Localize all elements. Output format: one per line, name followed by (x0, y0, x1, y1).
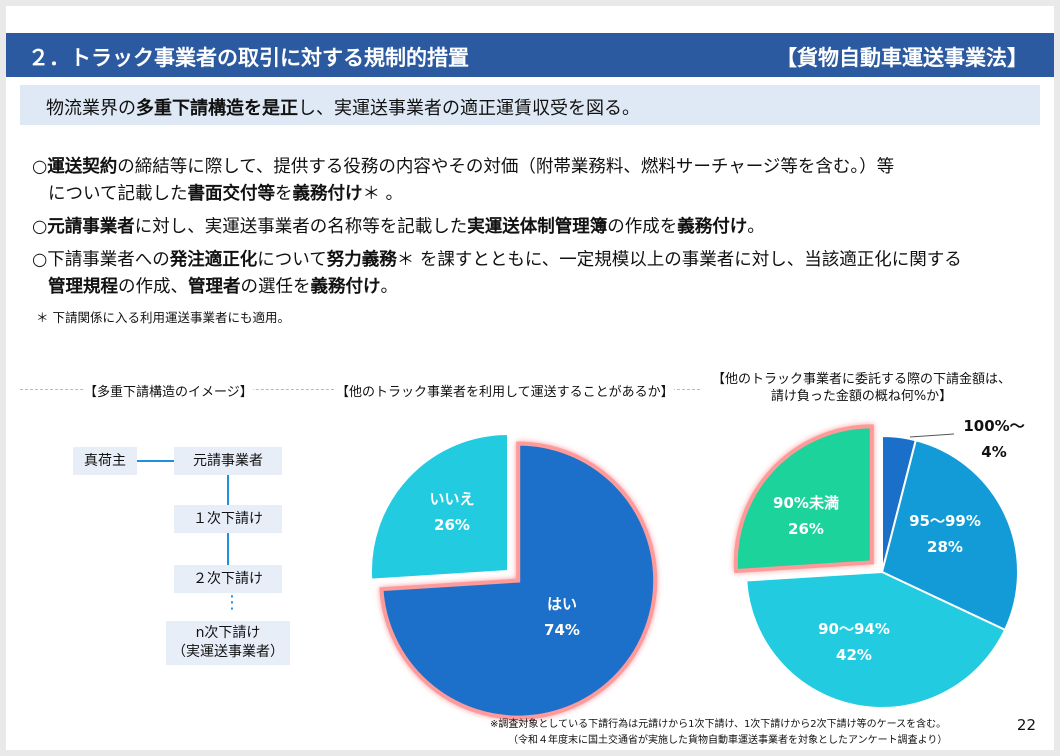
page-title: ２．トラック事業者の取引に対する規制的措置 (28, 46, 469, 70)
pie-slice-value: 26% (788, 520, 824, 538)
summary-post: し、実運送事業者の適正運賃収受を図る。 (298, 98, 640, 119)
pie-chart-usage: はい 74% いいえ 26% (370, 432, 658, 720)
pie-slice (379, 441, 658, 720)
pie-slice-label: 90～94% (818, 620, 890, 638)
bullet-order: ○下請事業者への発注適正化について努力義務＊ を課すとともに、一定規模以上の事業… (32, 247, 1042, 301)
bullet-bold: 管理者 (188, 277, 241, 297)
pie2-title: 【他のトラック事業者に委託する際の下請金額は、 請け負った金額の概ね何%か】 (712, 371, 1012, 405)
pie-slice (733, 424, 874, 574)
sub2-box: ２次下請け (174, 565, 282, 593)
bullet-bold: 義務付け (677, 217, 748, 237)
structure-label: 【多重下請構造のイメージ】 (84, 381, 253, 400)
subn-line1: n次下請け (195, 625, 261, 641)
subn-line2: （実運送事業者） (172, 644, 284, 660)
bullet-contract: ○運送契約の締結等に際して、提供する役務の内容やその対価（附帯業務料、燃料サーチ… (32, 154, 1042, 208)
bullet-prime: ○元請事業者に対し、実運送事業者の名称等を記載した実運送体制管理簿の作成を義務付… (32, 214, 1042, 241)
bullet-bold: 管理規程 (48, 277, 118, 297)
pie-slice-label: いいえ (429, 490, 474, 508)
bullet-bold: 実運送体制管理簿 (467, 217, 608, 237)
title-bar: ２．トラック事業者の取引に対する規制的措置 【貨物自動車運送事業法】 (6, 33, 1054, 77)
connector-line (137, 460, 174, 462)
bullet-text: ○ (32, 217, 48, 237)
bullet-text: に対し、実運送事業者の名称等を記載した (134, 217, 468, 237)
bullet-text: ○ (32, 157, 48, 177)
pie-slice (745, 570, 1007, 709)
pie-slice (880, 439, 1019, 632)
connector-line (227, 475, 229, 505)
pie-slice-label: 95～99% (909, 512, 981, 530)
bullet-text: の選任を (240, 277, 311, 297)
bullet-text: 。 (380, 277, 399, 297)
bullet-text: ＊ 。 (362, 184, 404, 204)
bullet-text: の作成、 (118, 277, 188, 297)
footnote-line1: ※調査対象としている下請行為は元請けから1次下請け、1次下請けから2次下請け等の… (490, 719, 947, 730)
bullet-bold: 発注適正化 (169, 250, 258, 270)
bullet-text: ＊ を課すとともに、一定規模以上の事業者に対し、当該適正化に関する (396, 250, 962, 270)
footnote-line2: （令和４年度末に国土交通省が実施した貨物自動車運送事業者を対象としたアンケート調… (508, 735, 948, 746)
bullet-text: ○下請事業者への (32, 250, 170, 270)
pie-slice-label: はい (547, 595, 577, 613)
pie1-title: 【他のトラック事業者を利用して運送することがあるか】 (336, 381, 674, 400)
bullet-bold: 書面交付等 (187, 184, 275, 204)
continuation-dots: ⋮ (223, 592, 241, 613)
bullet-bold: 義務付け (310, 277, 381, 297)
bullet-text: 。 (747, 217, 765, 237)
summary-pre: 物流業界の (46, 98, 136, 119)
sub1-box: １次下請け (174, 505, 282, 533)
pie-slice-label: 90%未満 (773, 494, 839, 512)
law-label: 【貨物自動車運送事業法】 (776, 46, 1028, 70)
applicability-note: ＊ 下請関係に入る利用運送事業者にも適用。 (36, 310, 290, 325)
subn-box: n次下請け （実運送事業者） (166, 621, 290, 665)
summary-bold: 多重下請構造を是正 (136, 98, 298, 119)
pie-slice (881, 434, 918, 573)
shipper-box: 真荷主 (73, 447, 137, 475)
bullet-text: について記載した (48, 184, 188, 204)
pie-chart-ratio: 100%～ 4% 95～99% 28% 90～94% 42% 90%未満 26% (733, 417, 1025, 709)
pie-slice-value: 42% (836, 646, 872, 664)
bullet-text: の作成を (607, 217, 678, 237)
bullet-list: ○運送契約の締結等に際して、提供する役務の内容やその対価（附帯業務料、燃料サーチ… (32, 154, 1042, 307)
bullet-bold: 元請事業者 (47, 217, 135, 237)
bullet-text: の締結等に際して、提供する役務の内容やその対価（附帯業務料、燃料サーチャージ等を… (117, 157, 895, 177)
pie-slice-value: 28% (927, 538, 963, 556)
bullet-bold: 努力義務 (326, 250, 397, 270)
pie2-title-line2: 請け負った金額の概ね何%か】 (770, 389, 953, 404)
slide: ２．トラック事業者の取引に対する規制的措置 【貨物自動車運送事業法】 物流業界の… (6, 6, 1054, 750)
pie2-title-line1: 【他のトラック事業者に委託する際の下請金額は、 (712, 372, 1012, 387)
summary-text: 物流業界の多重下請構造を是正し、実運送事業者の適正運賃収受を図る。 (46, 94, 640, 120)
prime-contractor-box: 元請事業者 (174, 447, 282, 475)
pie-slice-value: 74% (544, 621, 580, 639)
bullet-text: を (274, 184, 293, 204)
connector-line (227, 533, 229, 565)
bullet-bold: 運送契約 (47, 157, 118, 177)
footnote: ※調査対象としている下請行為は元請けから1次下請け、1次下請けから2次下請け等の… (490, 717, 947, 749)
page-number: 22 (1016, 716, 1036, 734)
bullet-text: について (257, 250, 327, 270)
summary-box: 物流業界の多重下請構造を是正し、実運送事業者の適正運賃収受を図る。 (20, 85, 1040, 125)
pie-slice-value: 26% (434, 516, 470, 534)
pie-slice (370, 432, 509, 581)
pie-slice-label: 100%～ (963, 417, 1024, 435)
bullet-bold: 義務付け (292, 184, 363, 204)
leader-line (909, 433, 955, 438)
pie-slice-value: 4% (981, 443, 1006, 461)
